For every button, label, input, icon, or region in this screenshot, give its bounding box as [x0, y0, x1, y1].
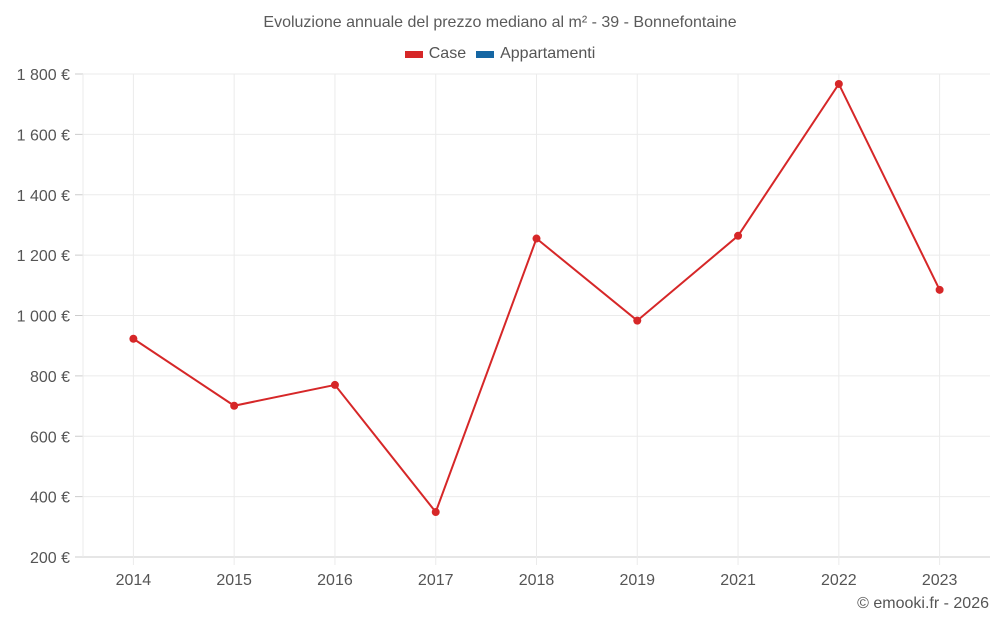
credit-text: © emooki.fr - 2026 [857, 595, 989, 612]
y-tick-label: 800 € [30, 369, 70, 386]
data-point [129, 334, 138, 343]
y-tick-label: 600 € [30, 429, 70, 446]
case-swatch-icon [404, 50, 423, 58]
legend-item-case[interactable]: Case [404, 45, 467, 63]
x-tick-label: 2018 [519, 572, 555, 589]
y-tick-label: 1 000 € [17, 309, 70, 326]
y-tick-label: 1 400 € [17, 188, 70, 205]
data-point [834, 79, 843, 88]
data-point [935, 285, 944, 294]
x-tick-label: 2016 [317, 572, 353, 589]
appartamenti-swatch-icon [476, 50, 495, 58]
data-point [532, 234, 541, 243]
legend: Case Appartamenti [0, 45, 1000, 63]
data-point [734, 231, 743, 240]
x-tick-label: 2021 [720, 572, 756, 589]
x-tick-label: 2019 [619, 572, 655, 589]
x-tick-label: 2023 [922, 572, 958, 589]
chart-title: Evoluzione annuale del prezzo mediano al… [263, 14, 737, 31]
y-tick-label: 1 800 € [17, 67, 70, 84]
legend-label-case: Case [428, 45, 467, 62]
y-tick-label: 1 200 € [17, 248, 70, 265]
legend-item-appartamenti[interactable]: Appartamenti [476, 45, 595, 63]
data-point [330, 380, 339, 389]
legend-label-appartamenti: Appartamenti [500, 45, 596, 62]
data-point [633, 316, 642, 325]
y-tick-label: 400 € [30, 490, 70, 507]
x-tick-label: 2014 [116, 572, 152, 589]
data-point [431, 508, 440, 517]
x-tick-label: 2022 [821, 572, 857, 589]
x-tick-label: 2015 [216, 572, 252, 589]
x-tick-label: 2017 [418, 572, 454, 589]
y-tick-label: 200 € [30, 550, 70, 567]
y-tick-label: 1 600 € [17, 127, 70, 144]
data-point [230, 401, 239, 410]
